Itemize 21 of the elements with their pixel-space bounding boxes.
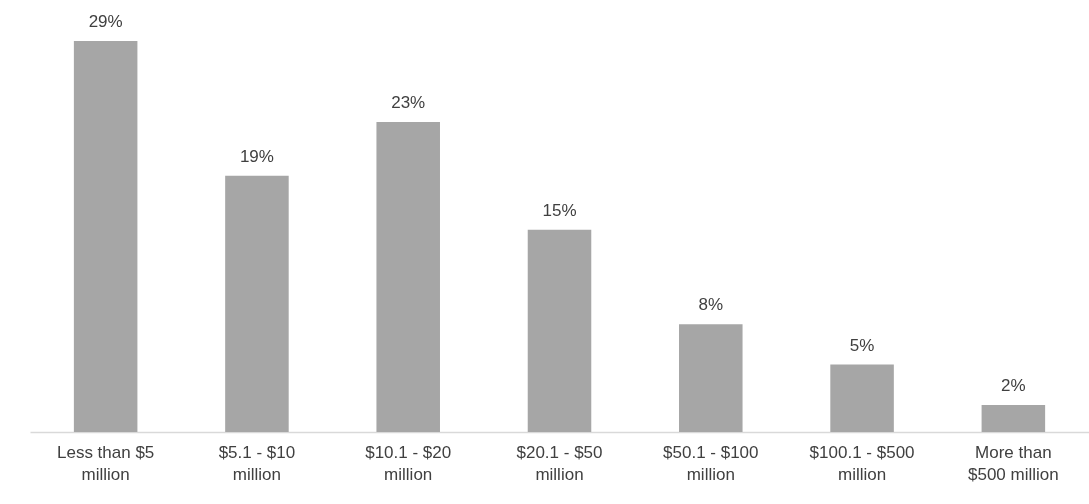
bar <box>225 175 289 432</box>
bar <box>679 324 743 432</box>
bar <box>376 121 440 432</box>
data-label: 29% <box>88 12 123 31</box>
x-tick-label: $50.1 - $100 million <box>663 442 759 484</box>
x-tick-label: $20.1 - $50 million <box>516 442 603 484</box>
x-tick-label: Less than $5 million <box>56 442 155 484</box>
data-label: 23% <box>391 92 426 112</box>
x-tick-label: $10.1 - $20 million <box>365 442 452 484</box>
data-label: 5% <box>849 335 875 355</box>
x-tick-label: More than $500 million <box>967 442 1059 484</box>
bar <box>981 405 1046 432</box>
data-label: 2% <box>1001 376 1026 396</box>
data-label: 19% <box>239 146 274 166</box>
bar <box>73 41 138 432</box>
data-label: 8% <box>698 295 724 315</box>
bar <box>527 229 592 432</box>
x-tick-label: $100.1 - $500 million <box>809 442 915 484</box>
data-label: 15% <box>542 200 577 220</box>
x-tick-label: $5.1 - $10 million <box>218 442 296 484</box>
bar <box>830 364 894 432</box>
